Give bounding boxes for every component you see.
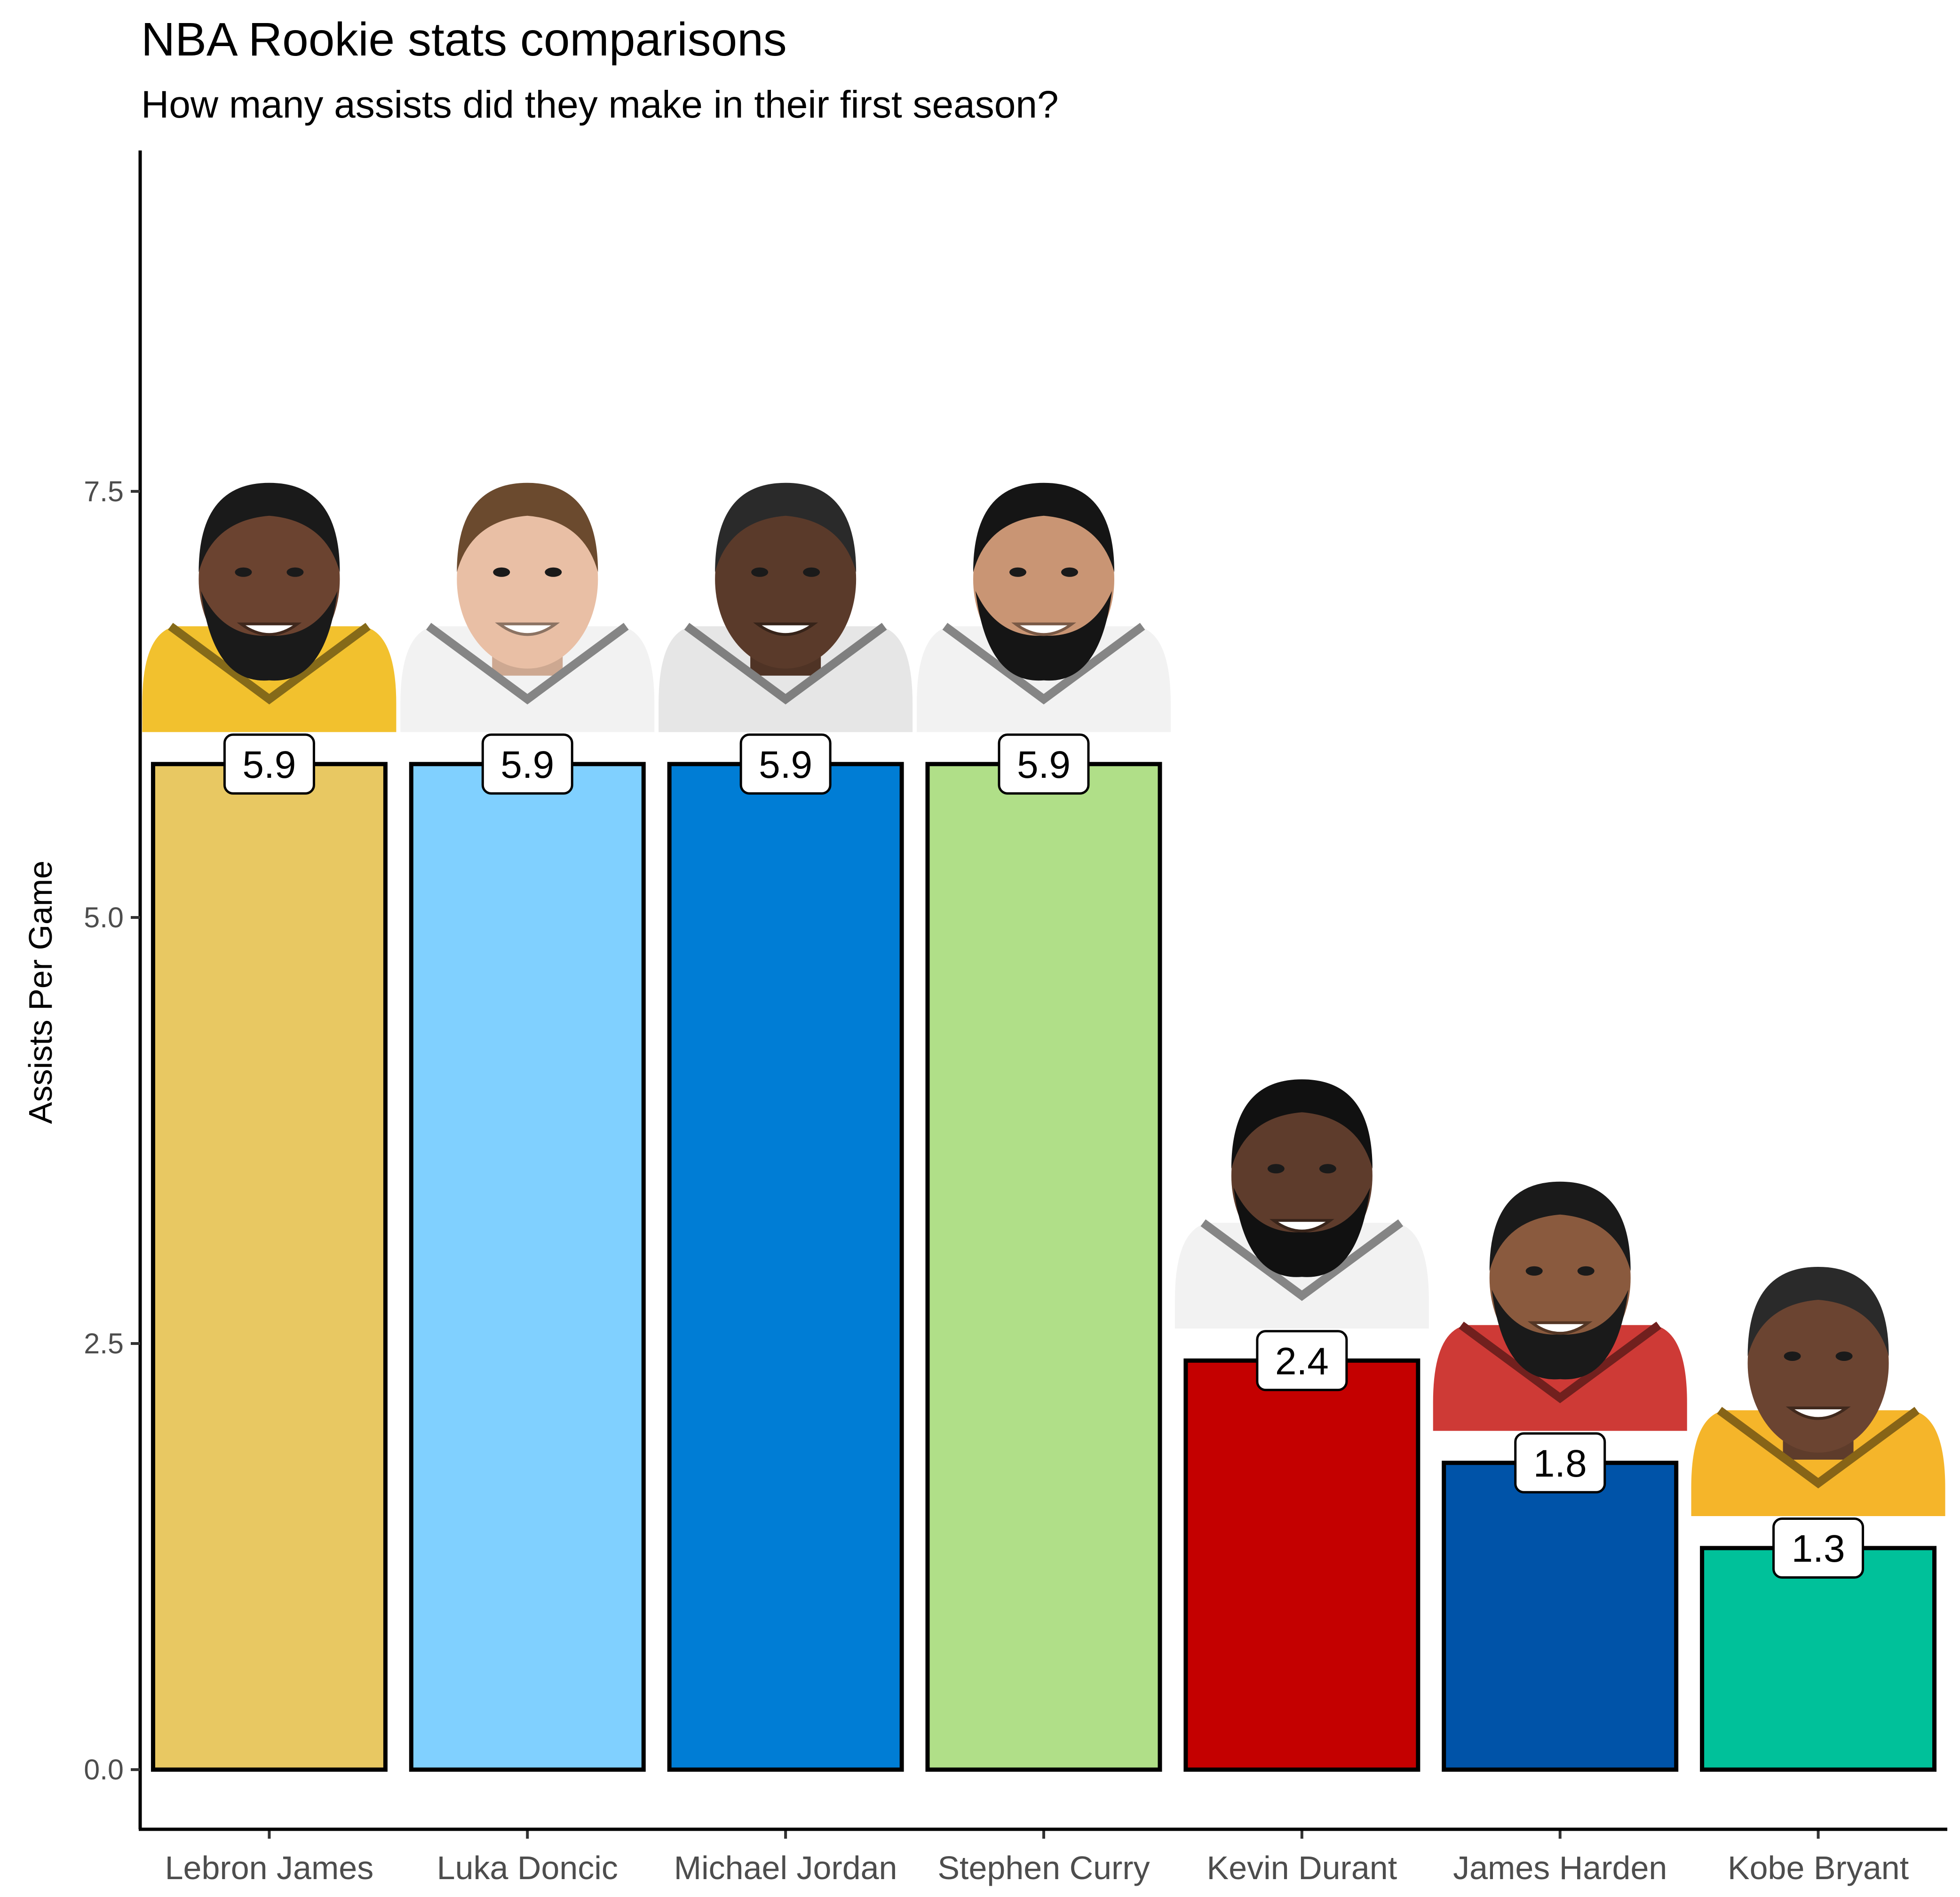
portrait-face (715, 490, 857, 669)
axes: Lebron James Luka Doncic Michael Jordan Ste… (84, 150, 1947, 1886)
portrait-eye-left (1009, 567, 1026, 577)
portrait-eye-left (751, 567, 769, 577)
portrait-smile (1527, 1321, 1593, 1335)
portrait-eye-right (286, 567, 304, 577)
data-label-box-2 (481, 733, 573, 795)
portrait-face (1231, 1086, 1373, 1265)
portrait-face (198, 490, 340, 669)
x-tick-label-1: Lebron James (165, 1850, 374, 1886)
y-axis-label: Assists Per Game (22, 861, 59, 1124)
portrait-hair (457, 482, 598, 572)
player-portrait-7 (1691, 1252, 1945, 1516)
bar-2 (409, 762, 646, 1772)
portrait-eye-right (1061, 567, 1078, 577)
portrait-collar (426, 623, 629, 704)
x-tick-label-4: Stephen Curry (937, 1850, 1150, 1886)
portrait-eye-right (545, 567, 562, 577)
bar-1 (151, 762, 388, 1772)
chart-subtitle: How many assists did they make in their … (141, 83, 1059, 126)
player-portrait-4 (917, 468, 1171, 732)
data-label-box-5 (1256, 1330, 1348, 1391)
portrait-face (973, 490, 1114, 669)
portrait-collar (1717, 1407, 1920, 1489)
data-label-1: 5.9 (242, 743, 296, 786)
data-label-3: 5.9 (759, 743, 812, 786)
x-tick-label-5: Kevin Durant (1207, 1850, 1397, 1886)
portrait-eye-left (1784, 1351, 1801, 1361)
portrait-collar (942, 623, 1145, 704)
data-label-4: 5.9 (1017, 743, 1071, 786)
data-label-box-3 (739, 733, 832, 795)
portrait-eye-right (1835, 1351, 1853, 1361)
portraits (142, 468, 1945, 1516)
portrait-smile (495, 622, 560, 636)
x-tick-label-2: Luka Doncic (437, 1850, 618, 1886)
portrait-collar (1200, 1219, 1404, 1301)
bar-4 (925, 762, 1162, 1772)
data-label-box-6 (1514, 1432, 1606, 1494)
player-portrait-2 (400, 468, 655, 732)
portrait-eye-left (1525, 1266, 1543, 1276)
portrait-face (1747, 1273, 1889, 1453)
player-portrait-6 (1433, 1167, 1687, 1431)
data-label-box-1 (223, 733, 315, 795)
player-portrait-5 (1174, 1065, 1429, 1329)
portrait-collar (168, 623, 371, 704)
portrait-hair (1489, 1181, 1631, 1271)
y-tick-label-2: 2.5 (84, 1328, 124, 1360)
portrait-eye-left (493, 567, 510, 577)
y-tick-label-1: 0.0 (84, 1754, 124, 1786)
portrait-collar (684, 623, 887, 704)
y-tick-label-4: 7.5 (84, 475, 124, 507)
y-tick-label-3: 5.0 (84, 901, 124, 933)
bar-6 (1442, 1461, 1679, 1772)
bars (151, 762, 1937, 1772)
portrait-smile (1269, 1219, 1334, 1233)
portrait-eye-left (235, 567, 252, 577)
data-label-2: 5.9 (500, 743, 554, 786)
data-label-6: 1.8 (1533, 1442, 1587, 1485)
portrait-face (457, 490, 598, 669)
portrait-hair (973, 482, 1114, 572)
portrait-eye-left (1267, 1164, 1285, 1174)
portrait-eye-right (803, 567, 820, 577)
data-label-7: 1.3 (1792, 1527, 1845, 1570)
portrait-eye-right (1577, 1266, 1595, 1276)
data-label-box-7 (1772, 1517, 1865, 1579)
portrait-smile (1011, 622, 1077, 636)
portrait-eye-right (1319, 1164, 1336, 1174)
portrait-face (1489, 1188, 1631, 1367)
portrait-hair (1231, 1079, 1373, 1169)
x-tick-label-6: James Harden (1453, 1850, 1667, 1886)
chart-title: NBA Rookie stats comparisons (141, 13, 787, 66)
bar-5 (1183, 1358, 1420, 1772)
player-portrait-3 (659, 468, 913, 732)
x-tick-label-3: Michael Jordan (674, 1850, 897, 1886)
portrait-collar (1459, 1321, 1662, 1403)
portrait-smile (753, 622, 818, 636)
portrait-smile (1785, 1406, 1851, 1420)
bar-3 (667, 762, 904, 1772)
bar-7 (1700, 1546, 1937, 1772)
data-label-box-4 (998, 733, 1090, 795)
portrait-smile (237, 622, 302, 636)
portrait-hair (715, 482, 857, 572)
player-portrait-1 (142, 468, 397, 732)
portrait-hair (1747, 1266, 1889, 1356)
portrait-hair (198, 482, 340, 572)
data-labels: 5.9 5.9 5.9 5.9 2.4 1.8 1.3 (223, 733, 1865, 1579)
data-label-5: 2.4 (1275, 1340, 1329, 1383)
x-tick-label-7: Kobe Bryant (1728, 1850, 1909, 1886)
